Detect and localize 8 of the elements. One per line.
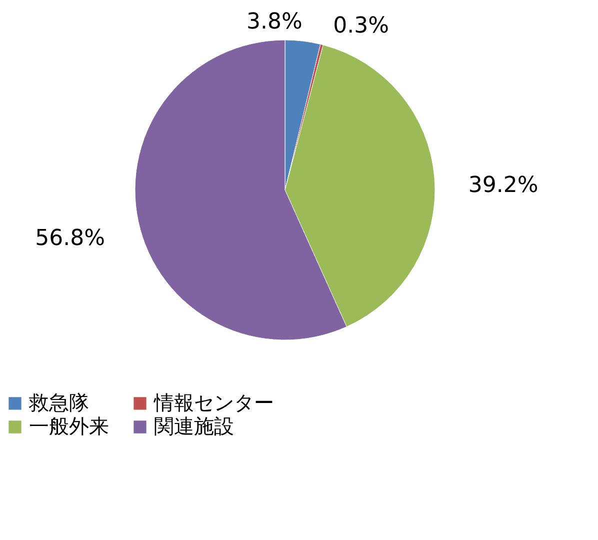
legend-label: 一般外来 xyxy=(29,414,109,438)
legend-label: 情報センター xyxy=(153,390,274,414)
data-label: 3.8% xyxy=(246,9,302,34)
data-label: 0.3% xyxy=(333,14,390,39)
data-label: 56.8% xyxy=(35,226,106,251)
data-label: 39.2% xyxy=(468,173,538,198)
legend-label: 救急隊 xyxy=(28,390,89,414)
legend-label: 関連施設 xyxy=(154,414,234,438)
